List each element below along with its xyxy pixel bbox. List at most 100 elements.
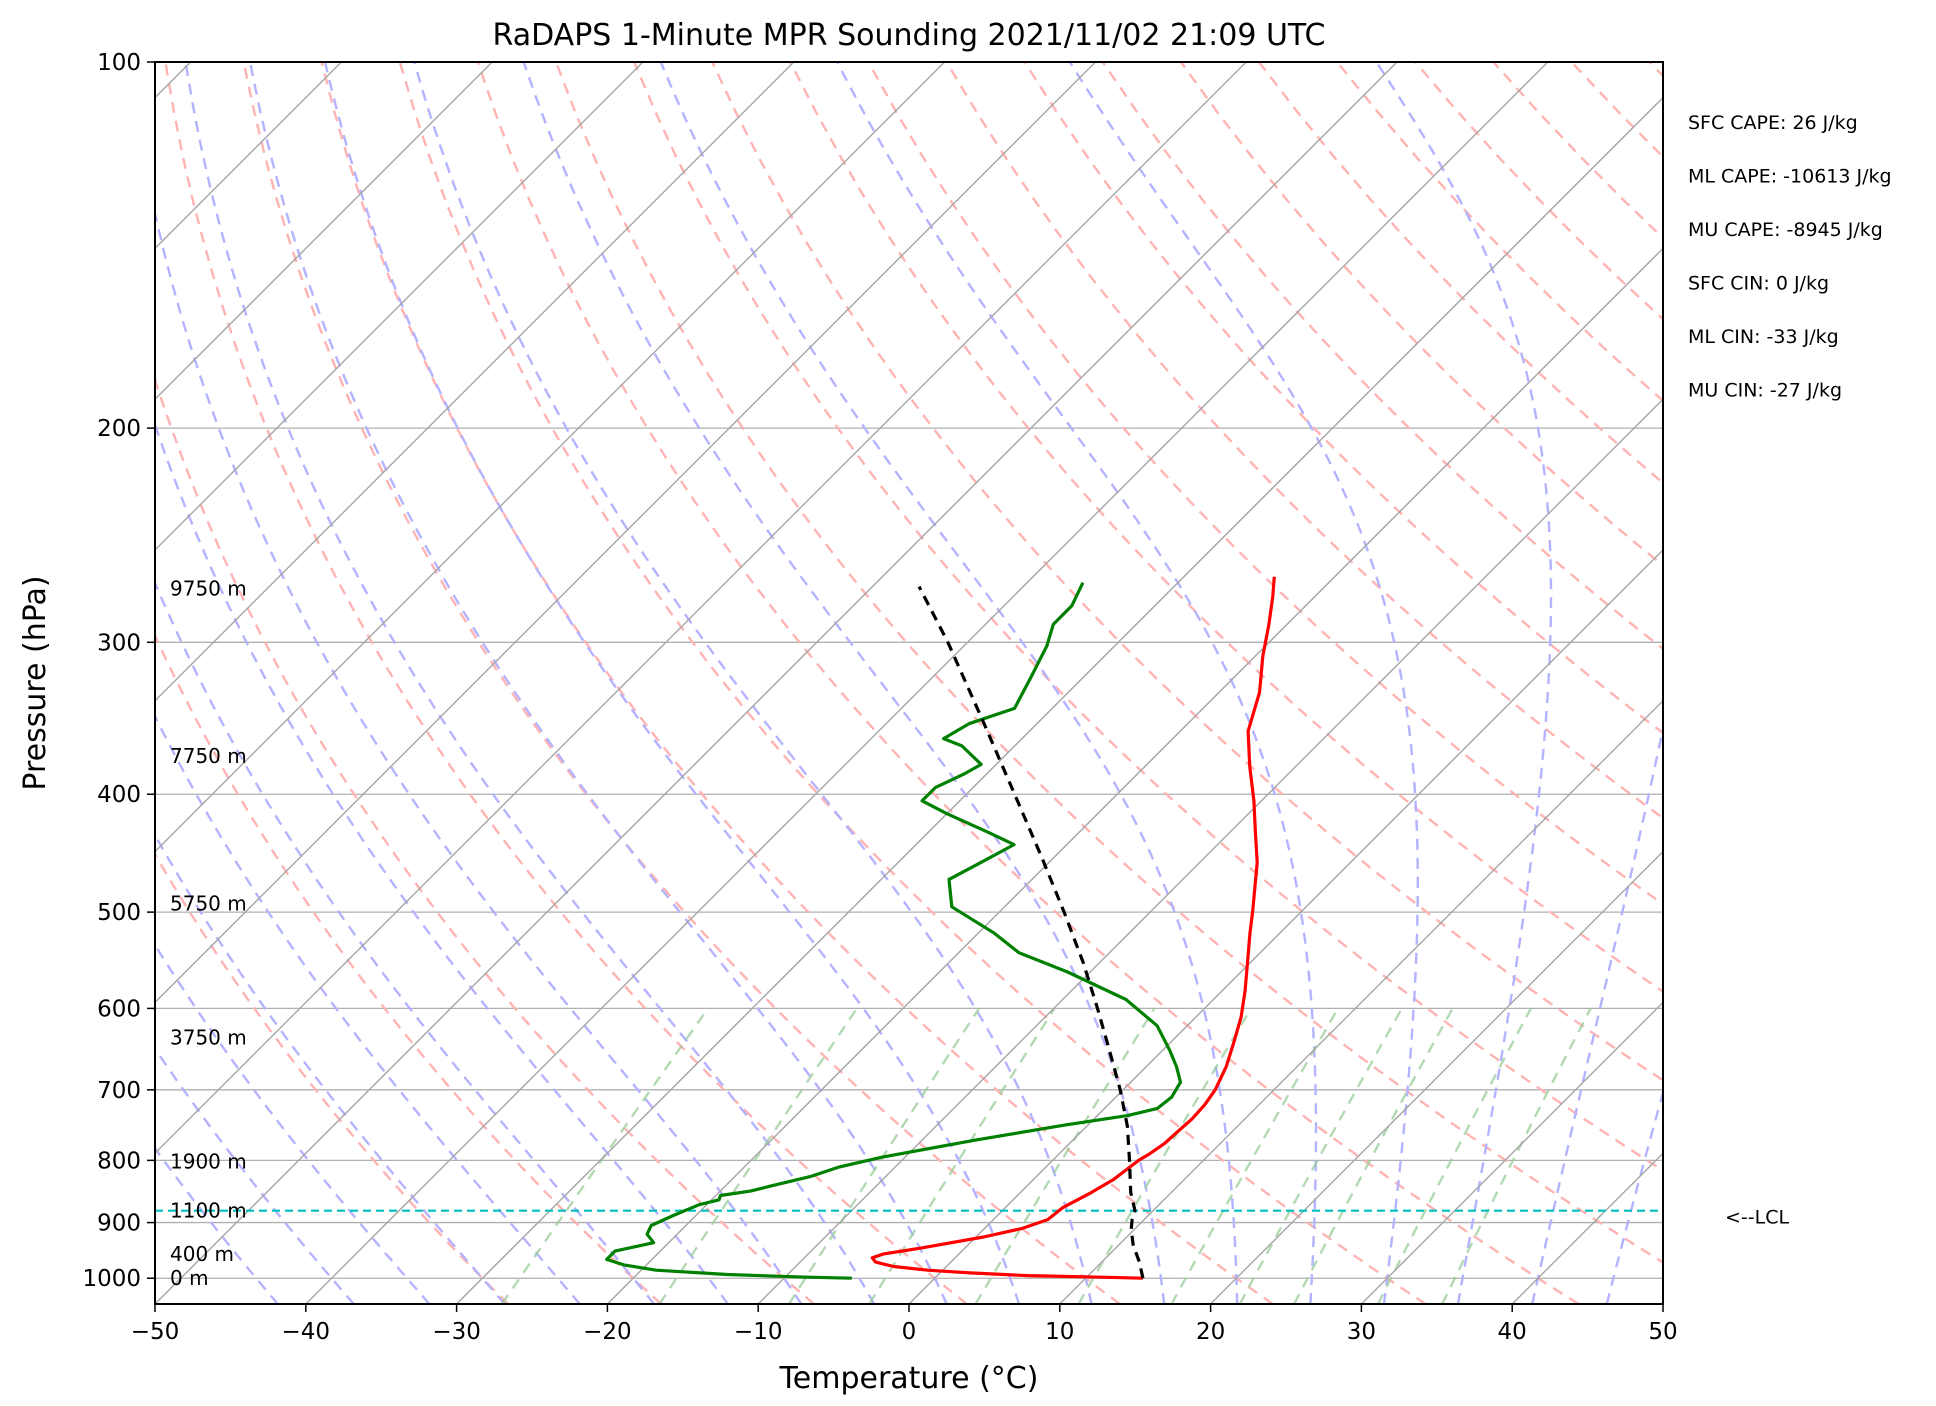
mixing-ratio-line bbox=[1077, 1007, 1253, 1304]
dry-adiabat-line bbox=[711, 62, 1663, 1082]
isotherm-line bbox=[155, 62, 1398, 1304]
x-tick-label: −20 bbox=[583, 1319, 632, 1345]
dry-adiabat-line bbox=[789, 62, 1663, 994]
moist-adiabat-line bbox=[248, 62, 948, 1304]
y-tick-label: 900 bbox=[97, 1211, 141, 1237]
moist-adiabat-line bbox=[1375, 62, 1553, 1304]
x-tick-label: −10 bbox=[734, 1319, 783, 1345]
y-tick-label: 200 bbox=[97, 416, 141, 442]
height-label: 3750 m bbox=[170, 1026, 247, 1050]
dry-adiabat-line bbox=[1492, 62, 1663, 240]
chart-title: RaDAPS 1-Minute MPR Sounding 2021/11/02 … bbox=[493, 18, 1326, 53]
stat-annotation: ML CAPE: -10613 J/kg bbox=[1688, 166, 1892, 188]
dry-adiabat-line bbox=[554, 62, 1663, 1264]
isotherm-line bbox=[1210, 850, 1663, 1304]
y-tick-label: 800 bbox=[97, 1148, 141, 1174]
stat-annotation: ML CIN: -33 J/kg bbox=[1688, 326, 1839, 348]
height-label: 9750 m bbox=[170, 577, 247, 601]
height-label: 7750 m bbox=[170, 744, 247, 768]
height-label: 1100 m bbox=[170, 1199, 247, 1223]
moist-adiabat-line bbox=[1531, 723, 1663, 1304]
moist-adiabat-line bbox=[155, 832, 506, 1304]
stat-annotation: SFC CAPE: 26 J/kg bbox=[1688, 112, 1858, 134]
x-tick-label: 20 bbox=[1196, 1319, 1225, 1345]
x-tick-label: −40 bbox=[282, 1319, 331, 1345]
x-tick-label: 50 bbox=[1648, 1319, 1677, 1345]
y-tick-label: 400 bbox=[97, 782, 141, 808]
stat-annotation: MU CIN: -27 J/kg bbox=[1688, 380, 1842, 402]
parcel-line bbox=[917, 585, 1145, 1279]
isotherm-line bbox=[908, 549, 1663, 1304]
x-axis-ticks: −50 −40 −30 −20 −10 0 10 20 30 40 50 bbox=[131, 1304, 1678, 1345]
isotherm-line bbox=[1662, 1303, 1663, 1304]
isotherm-line bbox=[757, 398, 1663, 1304]
moist-adiabats bbox=[155, 62, 1936, 1304]
stat-annotation: MU CAPE: -8945 J/kg bbox=[1688, 219, 1883, 241]
dry-adiabat-line bbox=[398, 62, 1427, 1304]
moist-adiabat-line bbox=[1682, 62, 1936, 1304]
isotherm-line bbox=[1059, 699, 1663, 1304]
moist-adiabat-line bbox=[155, 942, 431, 1304]
isotherm-line bbox=[155, 62, 1247, 1155]
dry-adiabat-line bbox=[1023, 62, 1663, 735]
dry-adiabat-line bbox=[1728, 62, 1936, 1304]
dry-adiabat-line bbox=[1179, 62, 1663, 567]
pressure-grid bbox=[155, 62, 1663, 1279]
mixing-ratio-line bbox=[1377, 1007, 1532, 1304]
dry-adiabat-line bbox=[155, 375, 815, 1304]
x-tick-label: −30 bbox=[432, 1319, 481, 1345]
height-label: 5750 m bbox=[170, 892, 247, 916]
dry-adiabat-line bbox=[320, 62, 1274, 1304]
x-tick-label: 30 bbox=[1347, 1319, 1376, 1345]
dry-adiabat-line bbox=[1336, 62, 1663, 403]
x-axis-label: Temperature (°C) bbox=[779, 1361, 1039, 1396]
moist-adiabat-line bbox=[1605, 1088, 1663, 1304]
y-tick-label: 1000 bbox=[82, 1266, 141, 1292]
stats-annotations: SFC CAPE: 26 J/kg ML CAPE: -10613 J/kg MU … bbox=[1688, 112, 1892, 402]
height-label: 400 m bbox=[170, 1242, 234, 1266]
moist-adiabat-line bbox=[184, 62, 876, 1304]
dry-adiabat-line bbox=[476, 62, 1580, 1304]
moist-adiabat-line bbox=[1068, 62, 1419, 1304]
y-tick-label: 600 bbox=[97, 996, 141, 1022]
x-tick-label: −50 bbox=[131, 1319, 180, 1345]
isotherm-line bbox=[155, 62, 644, 551]
dewpoint-line bbox=[605, 582, 1183, 1280]
isotherm-line bbox=[155, 62, 795, 702]
moist-adiabat-line bbox=[155, 1046, 355, 1304]
isotherm-line bbox=[1360, 1001, 1663, 1304]
isotherm-line bbox=[155, 62, 946, 853]
mixing-ratio-line bbox=[1293, 1007, 1454, 1304]
y-axis-ticks: 100 200 300 400 500 600 700 800 900 1000 bbox=[82, 50, 155, 1292]
dry-adiabat-line bbox=[1101, 62, 1663, 651]
isotherm-line bbox=[305, 62, 1549, 1304]
mixing-ratio-lines bbox=[500, 1007, 1592, 1304]
dry-adiabat-line bbox=[242, 62, 1121, 1304]
mixing-ratio-line bbox=[658, 1007, 858, 1304]
plot-area bbox=[155, 62, 1936, 1304]
dry-adiabat-line bbox=[632, 62, 1663, 1172]
isotherms bbox=[155, 62, 1663, 1304]
y-tick-label: 100 bbox=[97, 50, 141, 76]
dry-adiabat-line bbox=[1648, 62, 1663, 78]
y-axis-label: Pressure (hPa) bbox=[18, 575, 53, 790]
stat-annotation: SFC CIN: 0 J/kg bbox=[1688, 273, 1829, 295]
moist-adiabat-line bbox=[836, 62, 1318, 1304]
y-tick-label: 700 bbox=[97, 1078, 141, 1104]
height-label: 1900 m bbox=[170, 1150, 247, 1174]
moist-adiabat-line bbox=[155, 208, 803, 1304]
dry-adiabat-line bbox=[1570, 62, 1663, 159]
temperature-line bbox=[870, 576, 1276, 1280]
dry-adiabat-line bbox=[155, 851, 509, 1304]
isotherm-line bbox=[456, 96, 1663, 1304]
isotherm-line bbox=[155, 62, 1096, 1004]
x-tick-label: 40 bbox=[1498, 1319, 1527, 1345]
y-tick-label: 300 bbox=[97, 630, 141, 656]
x-tick-label: 10 bbox=[1045, 1319, 1074, 1345]
mixing-ratio-line bbox=[1238, 1007, 1403, 1304]
dry-adiabats bbox=[155, 62, 1936, 1304]
y-tick-label: 500 bbox=[97, 900, 141, 926]
mixing-ratio-line bbox=[868, 1007, 1056, 1304]
